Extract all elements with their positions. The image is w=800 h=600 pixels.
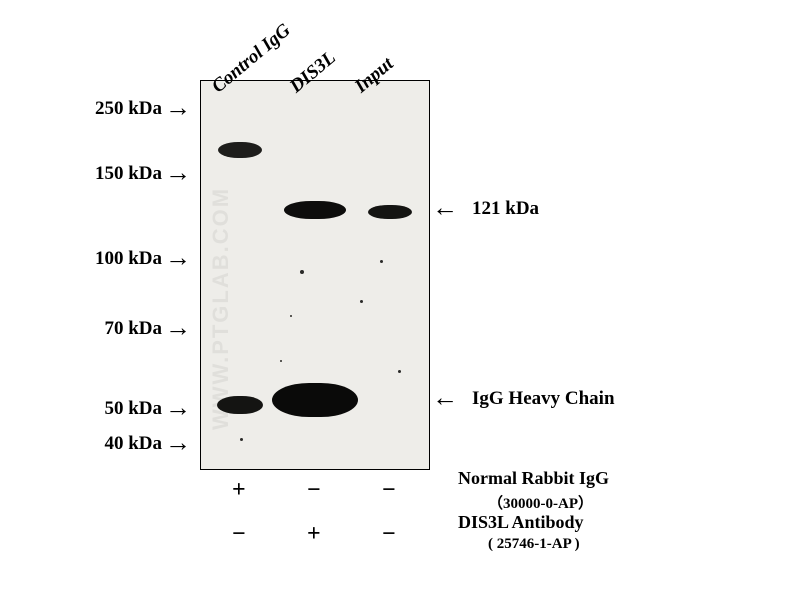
blot-speckle [360,300,363,303]
annotation-label: IgG Heavy Chain [472,388,615,410]
blot-speckle [380,260,383,263]
annotation-arrow-icon: ← [432,383,458,413]
blot-speckle [300,270,304,274]
annotation-arrow-icon: ← [432,193,458,223]
mw-arrow-icon: → [165,393,191,423]
mw-arrow-icon: → [165,428,191,458]
blot-band [272,383,358,417]
blot-band [284,201,346,219]
blot-speckle [280,360,282,362]
blot-speckle [290,315,292,317]
treatment-sign: − [382,477,396,504]
treatment-sign: + [232,477,246,504]
watermark-text: WWW.PTGLAB.COM [208,187,234,430]
reagent-name: DIS3L Antibody [458,512,584,533]
reagent-catalog: ( 25746-1-AP ) [488,536,580,553]
treatment-sign: − [307,477,321,504]
mw-arrow-icon: → [165,243,191,273]
blot-band [368,205,412,219]
mw-label: 250 kDa [95,98,162,120]
blot-speckle [240,438,243,441]
treatment-sign: + [307,521,321,548]
blot-band [217,396,263,414]
treatment-sign: − [382,521,396,548]
mw-label: 100 kDa [95,248,162,270]
reagent-name: Normal Rabbit IgG [458,468,609,489]
annotation-label: 121 kDa [472,198,539,220]
mw-arrow-icon: → [165,158,191,188]
blot-band [218,142,262,158]
treatment-sign: − [232,521,246,548]
mw-label: 150 kDa [95,163,162,185]
mw-label: 40 kDa [104,433,162,455]
mw-label: 50 kDa [104,398,162,420]
mw-arrow-icon: → [165,93,191,123]
blot-speckle [398,370,401,373]
mw-label: 70 kDa [104,318,162,340]
reagent-catalog: （30000-0-AP） [488,492,593,513]
mw-arrow-icon: → [165,313,191,343]
